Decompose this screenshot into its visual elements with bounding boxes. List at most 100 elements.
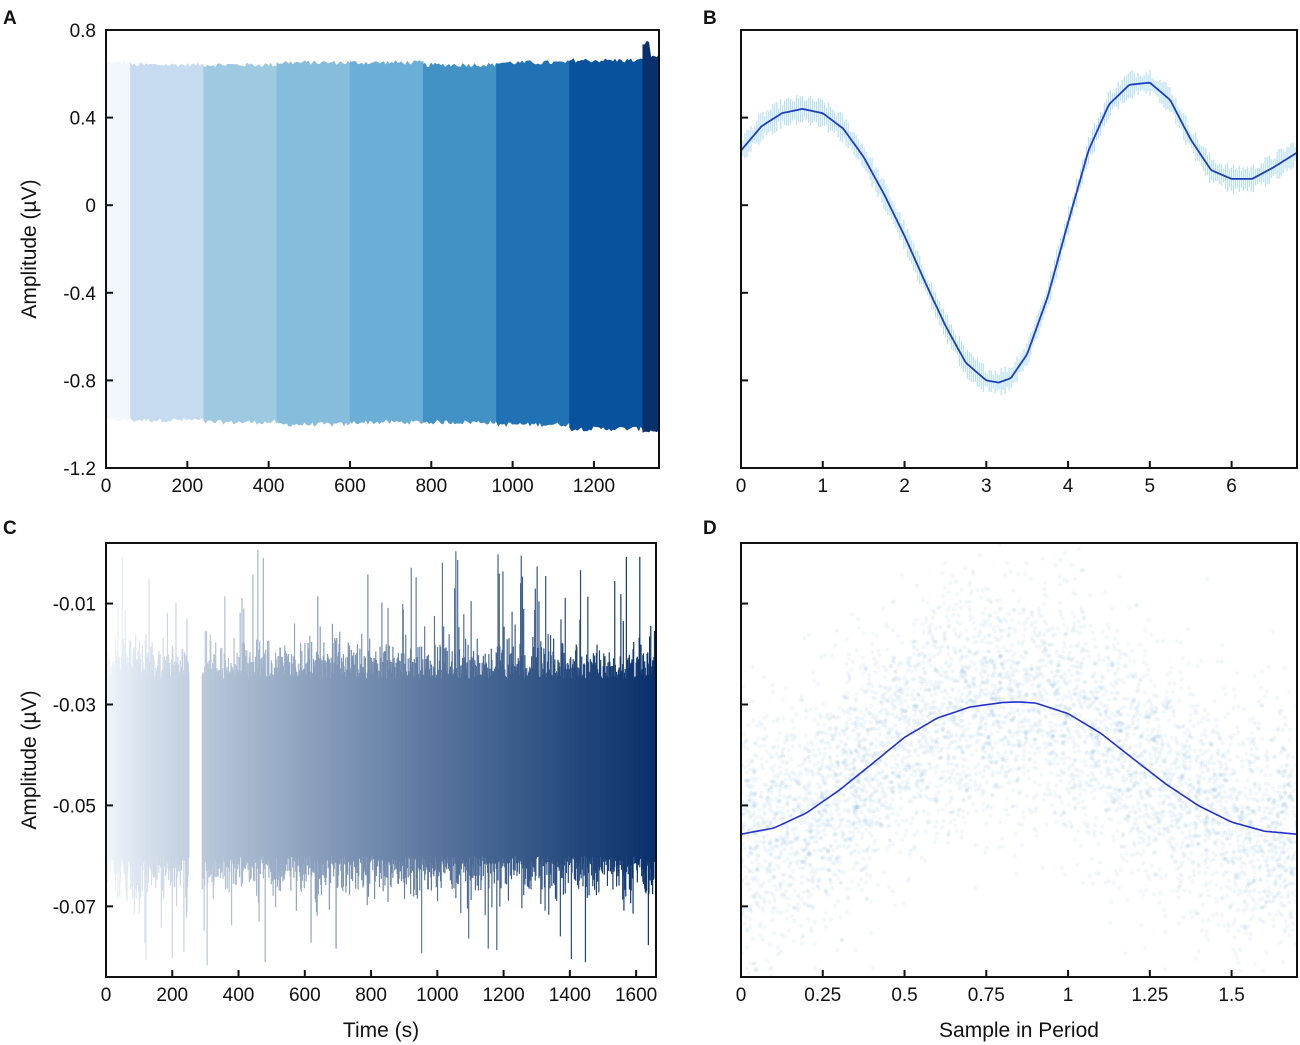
scatter-point	[979, 725, 984, 731]
scatter-point	[1238, 870, 1243, 875]
scatter-point	[890, 753, 895, 758]
scatter-point	[843, 743, 848, 748]
scatter-point	[839, 880, 844, 885]
scatter-point	[827, 725, 833, 730]
scatter-point	[1212, 831, 1217, 836]
scatter-point	[844, 661, 849, 666]
scatter-point	[1017, 681, 1022, 687]
scatter-point	[1032, 760, 1037, 765]
scatter-point	[1277, 708, 1282, 714]
scatter-point	[962, 655, 967, 660]
scatter-point	[1180, 656, 1185, 661]
scatter-point	[840, 760, 845, 765]
scatter-point	[781, 753, 786, 758]
scatter-point	[1014, 766, 1020, 771]
scatter-point	[932, 722, 937, 727]
scatter-point	[851, 793, 856, 799]
scatter-point	[862, 798, 867, 804]
scatter-point	[1214, 912, 1219, 917]
y-axis-label: Amplitude (µV)	[18, 690, 41, 829]
scatter-point	[849, 852, 854, 857]
scatter-point	[1061, 811, 1066, 816]
scatter-point	[939, 712, 944, 717]
scatter-point	[1229, 736, 1234, 741]
scatter-point	[874, 737, 879, 743]
scatter-point	[1119, 761, 1124, 766]
scatter-point	[1185, 835, 1190, 840]
scatter-point	[1097, 758, 1102, 763]
scatter-point	[1153, 835, 1158, 841]
scatter-point	[789, 814, 794, 819]
scatter-point	[1207, 779, 1212, 784]
scatter-point	[896, 697, 901, 702]
scatter-point	[875, 721, 880, 726]
scatter-point	[891, 811, 896, 816]
scatter-point	[1258, 877, 1263, 882]
scatter-point	[976, 649, 981, 654]
scatter-point	[998, 629, 1004, 634]
scatter-point	[869, 741, 875, 746]
scatter-point	[808, 707, 814, 712]
scatter-point	[1160, 809, 1165, 814]
scatter-point	[1266, 806, 1271, 811]
scatter-point	[952, 714, 957, 720]
scatter-point	[1135, 717, 1140, 723]
scatter-point	[1078, 844, 1083, 849]
scatter-point	[844, 637, 849, 642]
scatter-point	[1174, 842, 1179, 847]
scatter-point	[921, 699, 926, 704]
scatter-point	[887, 806, 892, 811]
scatter-point	[1183, 744, 1188, 749]
scatter-point	[989, 754, 995, 760]
scatter-point	[927, 712, 932, 717]
scatter-point	[1205, 768, 1210, 773]
scatter-point	[1274, 874, 1279, 879]
scatter-point	[1083, 679, 1088, 685]
scatter-point	[1177, 811, 1182, 816]
scatter-point	[835, 876, 841, 881]
scatter-point	[874, 806, 879, 811]
scatter-point	[805, 877, 810, 882]
scatter-point	[864, 880, 869, 885]
scatter-point	[1089, 790, 1094, 795]
scatter-point	[999, 725, 1004, 730]
scatter-point	[1271, 917, 1276, 922]
scatter-point	[968, 743, 973, 748]
scatter-point	[944, 673, 949, 679]
scatter-point	[871, 809, 876, 814]
scatter-point	[1107, 785, 1112, 790]
scatter-point	[985, 597, 990, 602]
scatter-point	[1137, 789, 1142, 794]
scatter-point	[926, 796, 931, 802]
scatter-point	[975, 730, 980, 736]
scatter-point	[1129, 762, 1134, 768]
scatter-point	[945, 746, 951, 751]
scatter-point	[1221, 777, 1226, 782]
scatter-point	[779, 779, 784, 784]
scatter-point	[878, 802, 883, 807]
scatter-point	[1158, 733, 1163, 738]
scatter-point	[803, 846, 808, 851]
scatter-point	[1169, 665, 1174, 670]
scatter-point	[979, 680, 985, 685]
scatter-point	[1207, 804, 1213, 809]
scatter-point	[778, 834, 783, 839]
scatter-point	[847, 677, 852, 682]
scatter-point	[1080, 805, 1085, 811]
scatter-point	[1065, 626, 1070, 631]
scatter-point	[1050, 642, 1055, 647]
scatter-point	[903, 698, 908, 703]
scatter-point	[1210, 806, 1215, 811]
scatter-point	[806, 889, 811, 894]
scatter-point	[1032, 677, 1037, 682]
scatter-point	[1142, 653, 1147, 658]
scatter-point	[1141, 892, 1146, 898]
scatter-point	[1113, 808, 1119, 813]
scatter-point	[1115, 641, 1120, 646]
scatter-point	[962, 783, 967, 788]
scatter-point	[1203, 862, 1208, 867]
scatter-point	[1223, 755, 1228, 761]
scatter-point	[1063, 872, 1068, 877]
scatter-point	[1173, 859, 1178, 864]
scatter-point	[1179, 815, 1184, 820]
